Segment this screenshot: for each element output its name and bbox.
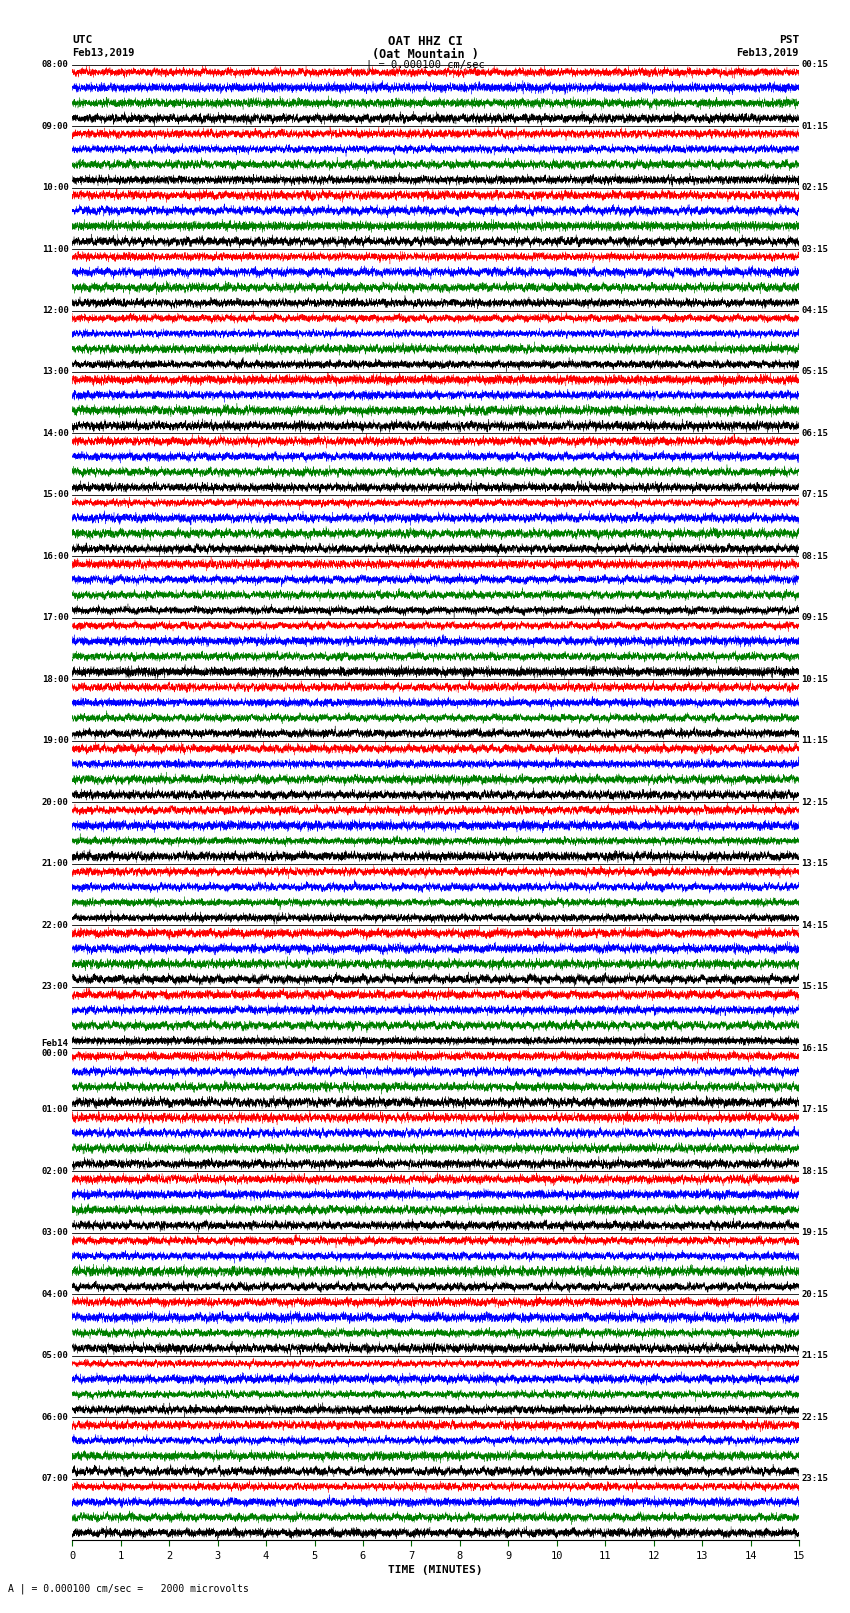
Text: 15:00: 15:00 [42,490,69,500]
Text: 08:15: 08:15 [802,552,828,561]
Text: 04:15: 04:15 [802,306,828,315]
Text: 21:15: 21:15 [802,1352,828,1360]
Text: 19:00: 19:00 [42,737,69,745]
Text: 03:15: 03:15 [802,245,828,253]
Text: 19:15: 19:15 [802,1229,828,1237]
Text: Feb14
00:00: Feb14 00:00 [42,1039,69,1058]
Text: 04:00: 04:00 [42,1290,69,1298]
Text: 22:15: 22:15 [802,1413,828,1423]
Text: 07:00: 07:00 [42,1474,69,1484]
Text: 13:15: 13:15 [802,860,828,868]
Text: (Oat Mountain ): (Oat Mountain ) [371,48,479,61]
Text: 02:15: 02:15 [802,182,828,192]
Text: Feb13,2019: Feb13,2019 [72,48,135,58]
Text: 10:00: 10:00 [42,182,69,192]
Text: 06:15: 06:15 [802,429,828,439]
Text: A | = 0.000100 cm/sec =   2000 microvolts: A | = 0.000100 cm/sec = 2000 microvolts [8,1582,249,1594]
Text: 14:00: 14:00 [42,429,69,439]
Text: 17:15: 17:15 [802,1105,828,1115]
Text: 05:15: 05:15 [802,368,828,376]
Text: 20:00: 20:00 [42,798,69,806]
Text: 22:00: 22:00 [42,921,69,931]
Text: 23:00: 23:00 [42,982,69,992]
Text: 01:00: 01:00 [42,1105,69,1115]
Text: 14:15: 14:15 [802,921,828,931]
Text: 09:15: 09:15 [802,613,828,623]
Text: 02:00: 02:00 [42,1166,69,1176]
Text: 13:00: 13:00 [42,368,69,376]
Text: 15:15: 15:15 [802,982,828,992]
Text: 09:00: 09:00 [42,121,69,131]
Text: 11:00: 11:00 [42,245,69,253]
Text: UTC: UTC [72,35,93,45]
Text: 05:00: 05:00 [42,1352,69,1360]
Text: PST: PST [779,35,799,45]
Text: 06:00: 06:00 [42,1413,69,1423]
Text: 12:15: 12:15 [802,798,828,806]
Text: 20:15: 20:15 [802,1290,828,1298]
Text: | = 0.000100 cm/sec: | = 0.000100 cm/sec [366,60,484,71]
Text: 01:15: 01:15 [802,121,828,131]
Text: 00:15: 00:15 [802,60,828,69]
Text: 23:15: 23:15 [802,1474,828,1484]
Text: 18:00: 18:00 [42,674,69,684]
Text: 11:15: 11:15 [802,737,828,745]
Text: 18:15: 18:15 [802,1166,828,1176]
Text: 21:00: 21:00 [42,860,69,868]
Text: 07:15: 07:15 [802,490,828,500]
Text: 03:00: 03:00 [42,1229,69,1237]
X-axis label: TIME (MINUTES): TIME (MINUTES) [388,1565,483,1574]
Text: 17:00: 17:00 [42,613,69,623]
Text: 12:00: 12:00 [42,306,69,315]
Text: 10:15: 10:15 [802,674,828,684]
Text: Feb13,2019: Feb13,2019 [736,48,799,58]
Text: 16:15: 16:15 [802,1044,828,1053]
Text: 16:00: 16:00 [42,552,69,561]
Text: 08:00: 08:00 [42,60,69,69]
Text: OAT HHZ CI: OAT HHZ CI [388,35,462,48]
